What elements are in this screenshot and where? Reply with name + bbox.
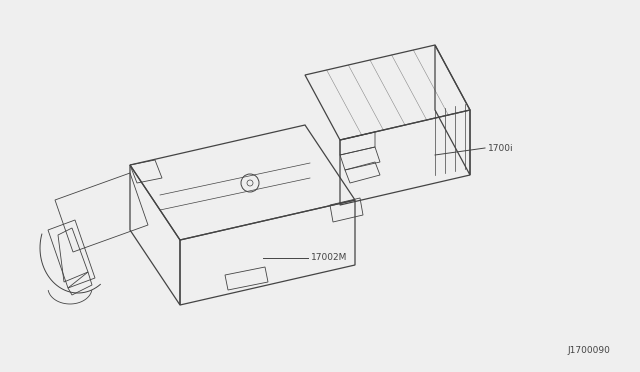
Text: 1700i: 1700i — [488, 144, 514, 153]
Text: J1700090: J1700090 — [567, 346, 610, 355]
Text: 17002M: 17002M — [311, 253, 348, 263]
